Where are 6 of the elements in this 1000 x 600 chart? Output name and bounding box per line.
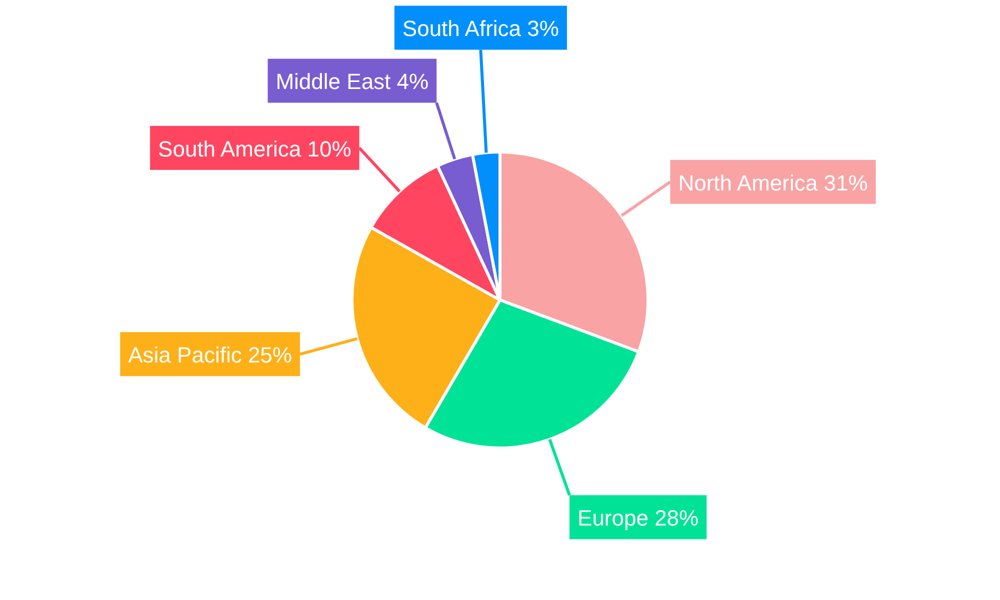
slice-label: North America 31% bbox=[678, 170, 868, 196]
slice-label: Asia Pacific 25% bbox=[128, 342, 292, 368]
slice-label: South America 10% bbox=[158, 136, 352, 162]
slice-label: Middle East 4% bbox=[276, 69, 429, 94]
slice-label: Europe 28% bbox=[578, 506, 699, 531]
slice-label: South Africa 3% bbox=[402, 16, 559, 42]
